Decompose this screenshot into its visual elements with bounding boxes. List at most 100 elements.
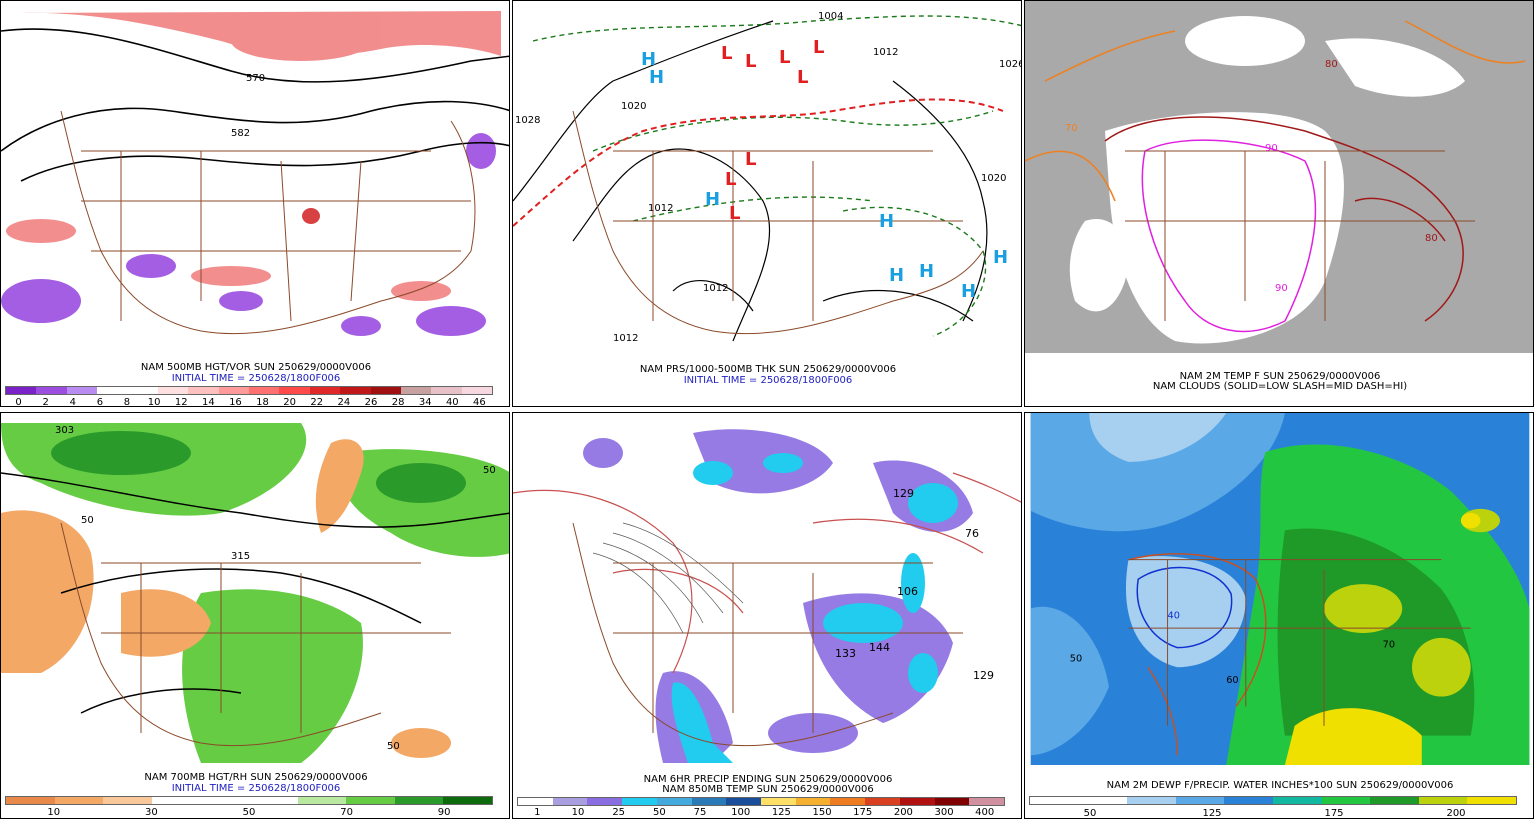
- colorbar-swatch: [795, 798, 831, 805]
- colorbar-swatch: [1224, 797, 1273, 804]
- caption-title: NAM PRS/1000-500MB THK SUN 250629/0000V0…: [639, 364, 897, 375]
- colorbar-tick-label: 125: [771, 807, 791, 818]
- colorbar-swatch: [899, 798, 935, 805]
- rh-label-50: 50: [81, 515, 94, 526]
- colorbar-tick-label: 10: [147, 397, 161, 407]
- panel-2m-temp-clouds: 70 80 90 80 90 NAM 2M TEMP F SUN 250629/…: [1024, 0, 1534, 407]
- high-pressure-marker: H: [889, 265, 904, 286]
- colorbar-swatch: [36, 387, 67, 394]
- colorbar-tick-label: 4: [69, 397, 76, 407]
- colorbar-tick-label: 200: [893, 807, 913, 818]
- caption-title: NAM 2M DEWP F/PRECIP. WATER INCHES*100 S…: [1106, 780, 1454, 791]
- low-pressure-marker: L: [725, 169, 736, 190]
- caption-title: NAM 6HR PRECIP ENDING SUN 250629/0000V00…: [643, 774, 893, 785]
- isobar-label-1012-c: 1012: [703, 283, 728, 294]
- low-pressure-marker: L: [779, 47, 790, 68]
- colorbar-swatch: [691, 798, 727, 805]
- colorbar-tick-label: 175: [853, 807, 873, 818]
- colorbar-ticks: 50 125 175 200: [1029, 808, 1517, 819]
- colorbar-swatch: [103, 797, 152, 804]
- colorbar-swatch: [865, 798, 900, 805]
- colorbar-tick-label: 90: [437, 807, 451, 818]
- low-pressure-marker: L: [729, 203, 740, 224]
- colorbar-swatch: [830, 798, 866, 805]
- colorbar-tick-label: 22: [310, 397, 324, 407]
- low-pressure-marker: L: [745, 149, 756, 170]
- colorbar-tick-label: 125: [1202, 808, 1222, 819]
- colorbar-swatch: [249, 387, 280, 394]
- colorbar-swatch: [552, 798, 588, 805]
- colorbar-swatch: [656, 798, 692, 805]
- panel-pressure-thickness: 1004 1012 1012 1012 1012 1020 1020 1028 …: [512, 0, 1022, 407]
- colorbar-swatch: [969, 798, 1005, 805]
- isobar-label-1020-b: 1020: [981, 173, 1006, 184]
- isobar-label-1020: 1020: [621, 101, 646, 112]
- colorbar-tick-label: 12: [174, 397, 188, 407]
- caption-title: NAM 700MB HGT/RH SUN 250629/0000V006: [144, 772, 368, 783]
- map-700mb: 315 303 50 50 50: [1, 423, 509, 763]
- dewpoint-label-50: 50: [1070, 653, 1082, 664]
- colorbar-swatch: [248, 797, 298, 804]
- colorbar-swatch: [726, 798, 762, 805]
- low-pressure-marker: L: [813, 37, 824, 58]
- storm-total-label: 129: [973, 669, 994, 682]
- colorbar-tick-label: 10: [47, 807, 61, 818]
- panel-6hr-precip-850mb-temp: 129 76 106 144 133 129 NAM 6HR PRECIP EN…: [512, 412, 1022, 819]
- colorbar-swatch: [1127, 797, 1176, 804]
- colorbar-tick-label: 1: [534, 807, 541, 818]
- caption-title: NAM 500MB HGT/VOR SUN 250629/0000V006: [140, 362, 372, 373]
- colorbar-tick-label: 400: [975, 807, 995, 818]
- colorbar-swatch: [400, 387, 432, 394]
- colorbar-tick-label: 10: [571, 807, 585, 818]
- colorbar-tick-label: 24: [337, 397, 351, 407]
- colorbar-swatch: [1030, 797, 1079, 804]
- colorbar-tick-label: 25: [612, 807, 626, 818]
- map-500mb: 570 582: [1, 11, 509, 336]
- colorbar-swatch: [587, 798, 623, 805]
- initial-time: INITIAL TIME = 250628/1800F006: [683, 375, 853, 386]
- colorbar-tick-label: 50: [652, 807, 666, 818]
- colorbar-tick-label: 50: [1083, 808, 1097, 819]
- high-pressure-marker: H: [641, 49, 656, 70]
- high-pressure-marker: H: [919, 261, 934, 282]
- isobar-label-1028: 1028: [515, 115, 540, 126]
- colorbar-ticks: 0 2 4 6 8 10 12 14 16 18 20 22 24 26 28 34 40 46: [5, 397, 493, 407]
- caption-title: NAM 2M TEMP F SUN 250629/0000V006: [1179, 371, 1381, 382]
- colorbar-swatch: [370, 387, 401, 394]
- colorbar-precip: [517, 797, 1005, 806]
- isobar-label-1012: 1012: [873, 47, 898, 58]
- colorbar-tick-label: 100: [731, 807, 751, 818]
- colorbar-tick-label: 2: [42, 397, 49, 407]
- low-pressure-marker: L: [721, 43, 732, 64]
- colorbar-swatch: [518, 798, 553, 805]
- colorbar-tick-label: 70: [340, 807, 353, 818]
- rh-label-50-c: 50: [387, 741, 400, 752]
- colorbar-tick-label: 0: [15, 397, 22, 407]
- storm-total-label: 129: [893, 487, 914, 500]
- contour-label-303: 303: [55, 425, 74, 436]
- colorbar-swatch: [461, 387, 492, 394]
- colorbar-tick-label: 75: [693, 807, 707, 818]
- colorbar-tick-label: 200: [1446, 808, 1466, 819]
- colorbar-swatch: [1175, 797, 1225, 804]
- storm-total-label: 106: [897, 585, 918, 598]
- colorbar-ticks: 10 30 50 70 90: [5, 807, 493, 818]
- low-pressure-marker: L: [745, 51, 756, 72]
- colorbar-tick-label: 40: [445, 397, 459, 407]
- colorbar-swatch: [54, 797, 104, 804]
- temp-label-70: 70: [1065, 123, 1078, 134]
- dewpoint-label-40: 40: [1168, 610, 1180, 621]
- colorbar-tick-label: 300: [934, 807, 954, 818]
- high-pressure-marker: H: [879, 211, 894, 232]
- high-pressure-marker: H: [649, 67, 664, 88]
- colorbar-tick-label: 8: [123, 397, 131, 407]
- colorbar-swatch: [157, 387, 189, 394]
- colorbar-swatch: [443, 797, 492, 804]
- colorbar-swatch: [431, 387, 462, 394]
- colorbar-swatch: [218, 387, 249, 394]
- colorbar-swatch: [188, 387, 219, 394]
- colorbar-vorticity: [5, 386, 493, 395]
- colorbar-rh: [5, 796, 493, 805]
- isobar-label-1004: 1004: [818, 11, 843, 22]
- colorbar-tick-label: 50: [242, 807, 256, 818]
